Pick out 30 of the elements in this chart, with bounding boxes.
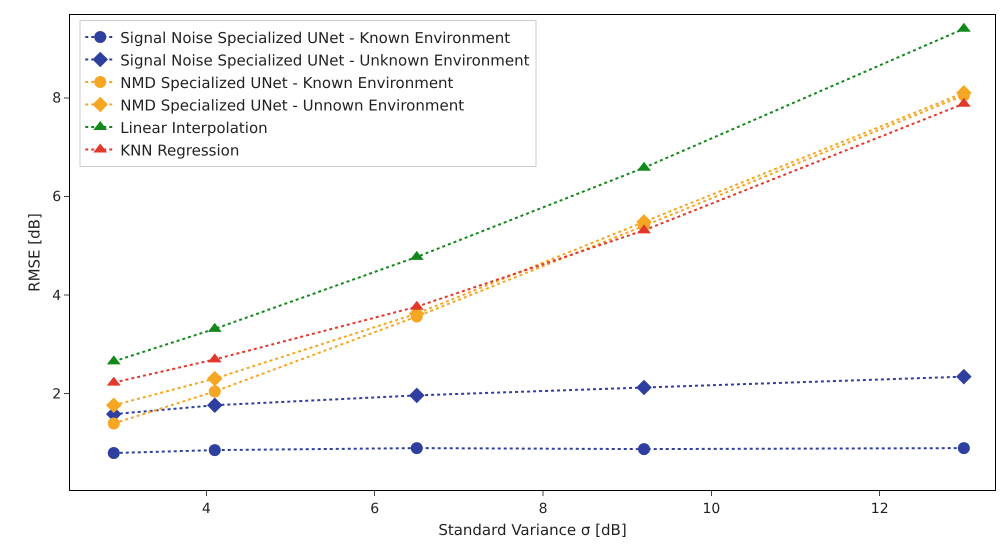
x-tick-label: 4 [202,500,211,517]
x-tick-label: 12 [870,500,889,517]
legend-label: NMD Specialized UNet - Unnown Environment [120,96,464,114]
point [206,397,223,414]
point [208,385,221,398]
point [108,417,120,430]
legend-label: KNN Regression [120,141,240,160]
legend-label: Signal Noise Specialized UNet - Unknown Environment [120,51,530,70]
point [638,443,650,456]
point [956,368,972,384]
legend-label: Signal Noise Specialized UNet - Known Environment [120,28,510,47]
point [408,388,425,404]
point [636,380,652,396]
point [410,442,423,454]
legend-label: Linear Interpolation [120,118,268,137]
y-axis-title: RMSE [dB] [26,213,44,292]
y-tick-label: 2 [52,386,62,402]
point [108,447,120,460]
y-tick-label: 8 [52,90,62,107]
legend-label: NMD Specialized UNet - Known Environment [120,74,454,92]
point [958,442,970,454]
y-tick-label: 6 [52,189,62,206]
x-axis-title: Standard Variance σ [dB] [438,520,627,539]
point [208,444,221,456]
point [206,370,223,386]
point [106,397,122,414]
x-tick-label: 6 [370,500,380,517]
x-tick-label: 10 [702,500,720,517]
y-tick-label: 4 [52,288,62,304]
x-tick-label: 8 [538,500,548,517]
